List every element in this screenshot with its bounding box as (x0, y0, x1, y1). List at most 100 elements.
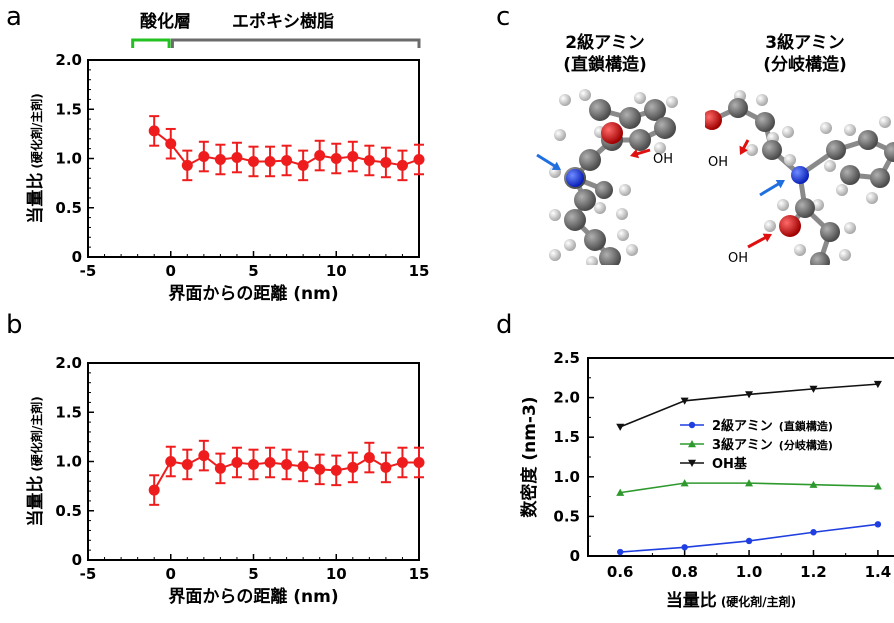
data-point (681, 544, 688, 551)
pointer-arrow-head (630, 149, 640, 159)
hydrogen-atom (784, 154, 796, 166)
tertiary-amine-title: 3級アミン (分岐構造) (735, 32, 875, 76)
hydrogen-atom (666, 96, 678, 108)
hydrogen-atom (619, 184, 631, 196)
data-point (148, 484, 160, 496)
y-tick-label: 1.5 (55, 403, 82, 421)
molecule-body (549, 89, 678, 265)
carbon-atom (795, 198, 815, 218)
y-tick-label: 0 (72, 248, 82, 266)
pointer-arrow-shaft (741, 139, 750, 150)
nitrogen-atom (791, 166, 809, 184)
hydrogen-atom (746, 144, 758, 156)
chart-d: 0.6 0.8 1.0 1.2 1.4 0 0.5 1.0 1.5 2.0 2.5 当量比 (硬化剤/主… (519, 349, 894, 611)
data-point (873, 482, 882, 490)
data-point (745, 537, 753, 545)
data-point (314, 463, 326, 475)
legend-label: 3級アミン (分岐構造) (712, 437, 833, 453)
pointer-arrow-shaft (759, 182, 780, 197)
hydrogen-atom (549, 209, 561, 221)
data-point (264, 155, 276, 167)
carbon-atom (579, 149, 601, 171)
data-point (396, 456, 408, 468)
data-point (688, 421, 696, 429)
data-point (347, 461, 359, 473)
data-point (148, 125, 160, 137)
tertiary-amine-title-line1: 3級アミン (765, 33, 845, 53)
y-tick-label: 1.0 (55, 150, 82, 168)
secondary-amine-molecule: OH (536, 89, 678, 265)
y-axis-label-main: 当量比 (25, 173, 46, 224)
data-point (231, 152, 243, 164)
data-point (165, 456, 177, 467)
data-point (810, 529, 817, 536)
hydrogen-atom (866, 192, 878, 204)
data-point (248, 458, 259, 470)
carbon-atom (644, 99, 666, 121)
carbon-atom (858, 130, 878, 150)
legend-label-sub: (直鎖構造) (779, 419, 833, 433)
data-point (363, 154, 375, 166)
data-point (198, 151, 210, 163)
y-tick-label: 1.5 (553, 428, 580, 446)
y-tick-label: 1.0 (553, 468, 580, 486)
oh-label: OH (653, 152, 673, 167)
data-point (616, 423, 625, 431)
hydrogen-atom (844, 124, 856, 136)
x-tick-label: 5 (248, 565, 258, 583)
data-point (680, 397, 689, 405)
oxide-bracket (131, 38, 171, 48)
x-tick-label: 15 (409, 262, 430, 280)
hydrogen-atom (777, 199, 789, 211)
pointer-arrow-head (775, 180, 785, 189)
pointer-arrow-shaft (747, 236, 767, 249)
hydrogen-atom (839, 249, 851, 261)
data-point (281, 154, 293, 166)
y-axis-label: 当量比 (硬化剤/主剤) (25, 93, 46, 223)
oh-label: OH (708, 155, 728, 170)
data-point (330, 153, 342, 164)
nitrogen-atom (566, 169, 584, 187)
hydrogen-atom (634, 92, 646, 104)
hydrogen-atom (586, 256, 598, 265)
data-point (809, 480, 818, 488)
data-point (874, 521, 882, 528)
y-axis-label-sub: (硬化剤/主剤) (29, 396, 44, 471)
data-point (680, 479, 689, 487)
molecule-body (705, 90, 894, 265)
data-point (214, 153, 226, 165)
carbon-atom (840, 165, 860, 185)
hydrogen-atom (836, 184, 848, 196)
x-tick-label: 0.6 (607, 563, 634, 581)
legend-label: OH基 (712, 456, 748, 472)
series-3 (616, 380, 882, 431)
data-point (413, 456, 425, 468)
y-tick-label: 1.0 (55, 453, 82, 471)
x-tick-label: 0 (166, 262, 176, 280)
pointer-arrow-shaft (636, 148, 651, 156)
y-axis-label: 数密度 (nm-3) (519, 396, 540, 517)
hydrogen-atom (756, 94, 768, 106)
x-tick-label: 0.8 (671, 563, 698, 581)
data-point (745, 479, 754, 487)
x-axis-label: 当量比 (硬化剤/主剤) (666, 590, 796, 611)
data-point (347, 151, 359, 163)
data-point (214, 462, 226, 474)
y-tick-label: 0.5 (55, 502, 82, 520)
data-point (330, 464, 342, 476)
hydrogen-atom (654, 142, 666, 154)
carbon-atom (820, 222, 840, 242)
oxide-label: 酸化層 (140, 11, 191, 32)
oxygen-atom (779, 215, 801, 237)
data-point (873, 380, 882, 389)
data-point (165, 138, 177, 150)
pointer-arrow-shaft (536, 153, 556, 168)
oxygen-atom (601, 122, 623, 144)
x-tick-label: -5 (80, 262, 97, 280)
carbon-atom (826, 140, 846, 160)
data-point (380, 461, 392, 473)
series-1 (617, 521, 882, 556)
data-point (413, 153, 425, 165)
hydrogen-atom (626, 244, 638, 256)
